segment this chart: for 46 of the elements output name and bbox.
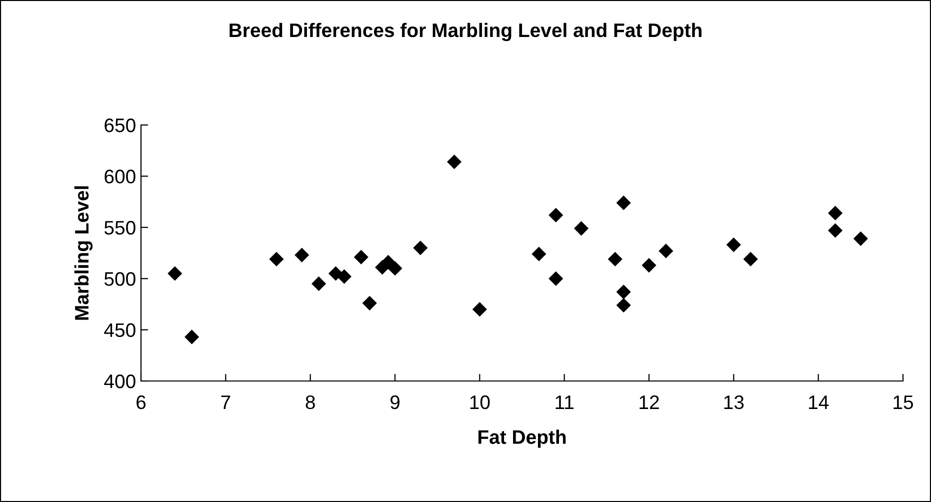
y-tick-label: 400 — [104, 374, 136, 388]
point — [828, 206, 843, 220]
x-tick-label: 7 — [221, 396, 230, 409]
y-tick-label: 550 — [104, 220, 136, 235]
x-tick-label: 14 — [809, 396, 829, 409]
x-tick-label: 10 — [470, 395, 490, 410]
y-tick-label: 650 — [104, 118, 136, 132]
point — [312, 276, 326, 292]
point — [269, 252, 284, 266]
point — [548, 208, 564, 222]
x-tick-label: 8 — [306, 395, 315, 410]
x-tick-label: 11 — [556, 396, 574, 409]
point — [616, 298, 631, 313]
point — [828, 223, 843, 238]
point — [616, 284, 631, 300]
x-tick-label: 13 — [724, 395, 744, 410]
x-tick-label: 6 — [136, 395, 146, 410]
point — [726, 238, 741, 252]
point — [168, 266, 182, 281]
point — [532, 246, 546, 262]
point — [616, 196, 631, 210]
point — [184, 330, 200, 344]
point — [472, 302, 487, 317]
point — [354, 250, 368, 264]
point — [574, 221, 589, 236]
point — [642, 258, 656, 273]
x-tick-label: 15 — [894, 396, 913, 410]
y-tick-label: 500 — [104, 272, 136, 286]
point — [743, 252, 758, 266]
point — [388, 261, 402, 276]
y-axis-title: Marbling Level — [74, 186, 93, 320]
point — [548, 271, 564, 286]
point — [336, 269, 352, 284]
x-axis-title: Fat Depth — [478, 430, 566, 448]
point — [853, 231, 868, 246]
y-tick-label: 600 — [104, 170, 136, 184]
point — [608, 252, 622, 266]
point — [413, 240, 428, 256]
x-tick-label: 9 — [390, 395, 400, 410]
point — [446, 154, 462, 170]
point — [294, 248, 310, 262]
x-tick-label: 12 — [640, 395, 659, 409]
point — [362, 296, 377, 310]
point — [658, 244, 674, 258]
chart-title: Breed Differences for Marbling Level and Fat Depth — [230, 22, 702, 42]
y-tick-label: 450 — [104, 323, 136, 338]
